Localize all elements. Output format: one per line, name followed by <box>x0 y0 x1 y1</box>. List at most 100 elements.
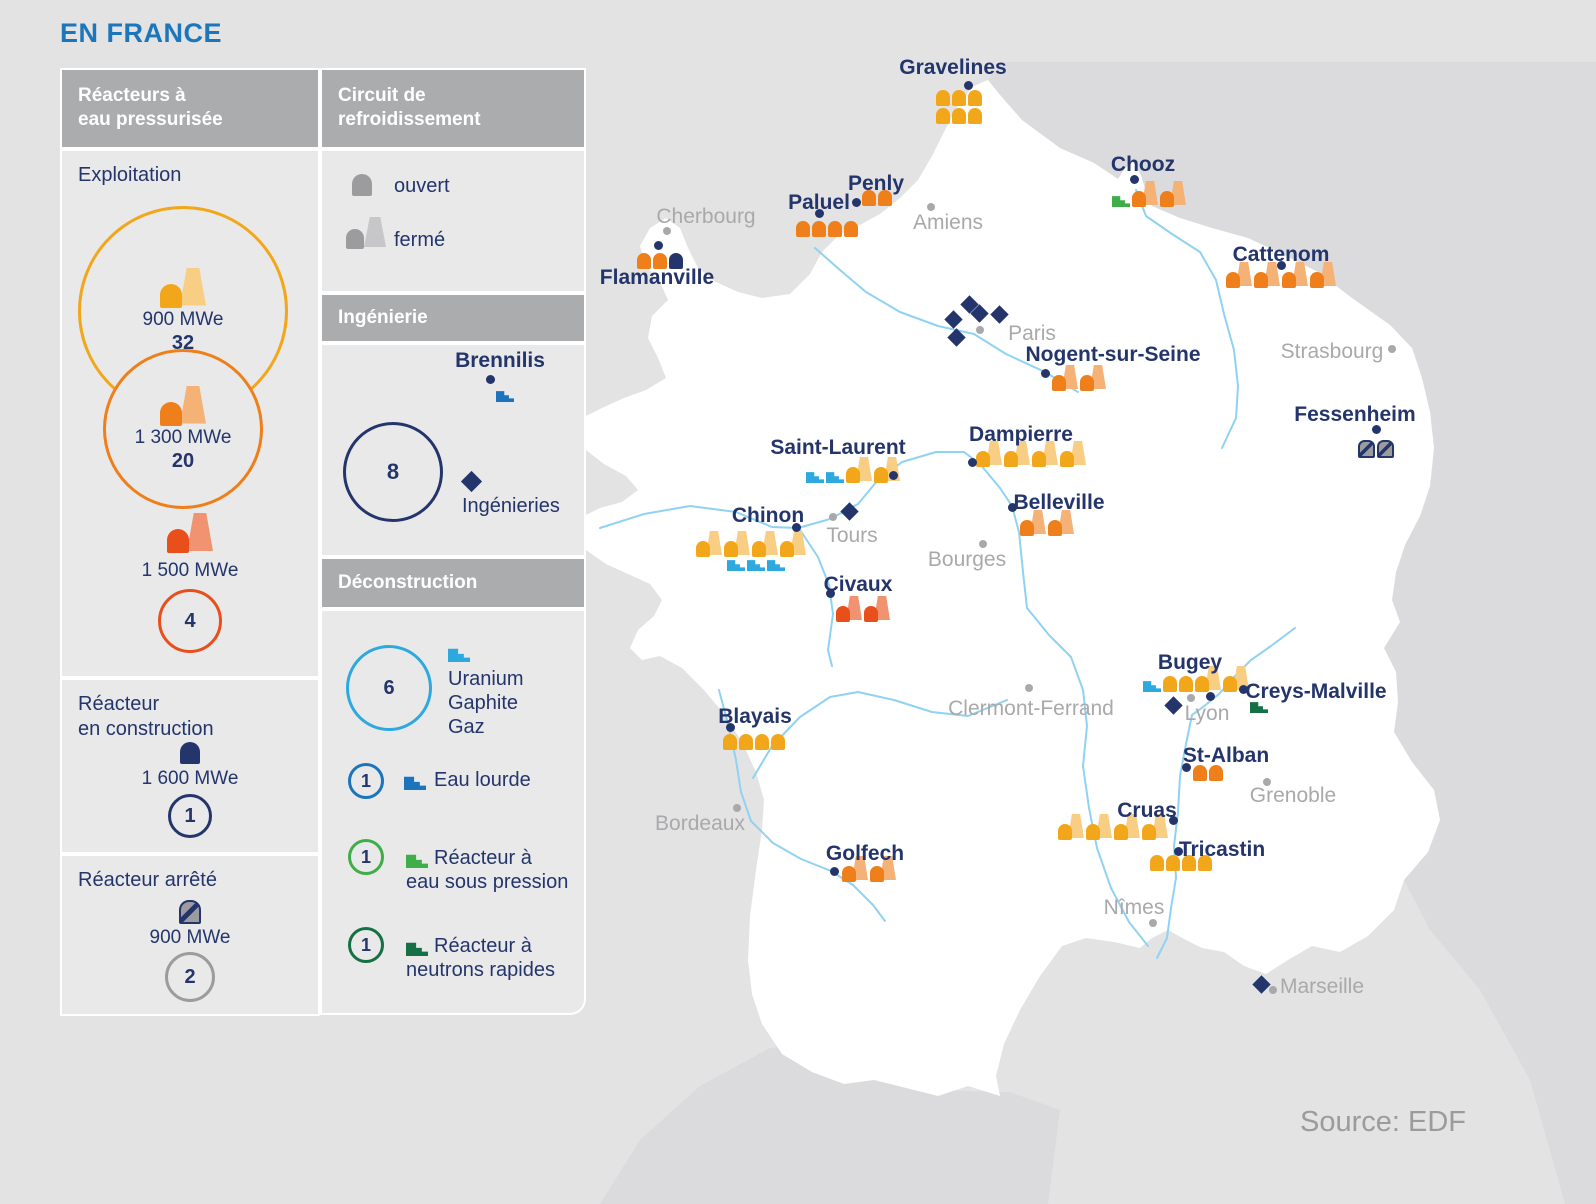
plant-dot-gravelines <box>964 81 973 90</box>
reactor-1300-icon <box>160 385 206 426</box>
plant-dot-bugey <box>1206 692 1215 701</box>
plant-dot-belleville <box>1008 503 1017 512</box>
legend-circle-1500mwe: 4 <box>158 589 222 653</box>
site-label-gravelines: Gravelines <box>899 56 1007 79</box>
legend-circle-1600mwe: 1 <box>168 794 212 838</box>
reactor-open-circuit-icon <box>1150 855 1164 871</box>
cooling-tower-icon <box>1070 441 1086 465</box>
reactor-closed-circuit-icon <box>1132 181 1158 207</box>
reactor-open-circuit-icon <box>1182 855 1196 871</box>
engineering-label: Ingénieries <box>462 495 560 517</box>
reactor-open-circuit-icon <box>1163 676 1177 692</box>
reactor-closed-circuit-icon <box>724 531 750 557</box>
site-label-chinon: Chinon <box>731 504 805 527</box>
reactor-dome-icon <box>160 283 182 308</box>
site-label-tricastin: Tricastin <box>1178 838 1266 861</box>
city-dot-n-mes <box>1149 919 1157 927</box>
reactor-dome-icon <box>870 866 884 882</box>
site-label-golfech: Golfech <box>825 842 905 865</box>
plant-dot-nogent-sur-seine <box>1041 369 1050 378</box>
city-label-amiens: Amiens <box>912 211 984 234</box>
plant-dot-blayais <box>726 723 735 732</box>
reactor-dome-icon <box>1020 520 1034 536</box>
reactor-closed-circuit-icon <box>1080 365 1106 391</box>
plant-dot-chinon <box>792 523 801 532</box>
legend-block-stopped: 900 MWe 2 <box>62 900 318 1002</box>
page-title: EN FRANCE <box>60 18 223 48</box>
cooling-tower-icon <box>1170 181 1186 205</box>
cooling-tower-icon <box>706 531 722 555</box>
site-icons-nogent-sur-seine <box>1052 365 1106 391</box>
deconstruction-step-icon <box>806 472 824 483</box>
reactor-closed-circuit-icon <box>842 856 868 882</box>
mwe-label-1600: 1 600 MWe <box>141 768 239 789</box>
stopped-reactor-icon <box>1377 440 1394 458</box>
reactor-open-circuit-icon <box>878 190 892 206</box>
reactor-open-circuit-icon <box>1166 855 1180 871</box>
site-icons-fessenheim <box>1358 440 1394 458</box>
site-label-st-alban: St-Alban <box>1182 744 1270 767</box>
reactor-open-circuit-icon <box>862 190 876 206</box>
reactor-open-circuit-icon <box>844 221 858 237</box>
site-label-chooz: Chooz <box>1110 153 1176 176</box>
reactor-dome-icon <box>864 606 878 622</box>
pressurized-water-label-line2: eau sous pression <box>406 871 569 893</box>
legend-block-1600mwe: 1 600 MWe 1 <box>62 742 318 838</box>
cooling-tower-icon <box>364 217 386 247</box>
ungg-label-line2: Gaphite <box>448 692 519 714</box>
legend-circle-stopped: 2 <box>165 952 215 1002</box>
mwe-label-1300: 1 300 MWe <box>134 426 232 448</box>
count-fast-neutron: 1 <box>360 934 371 955</box>
site-label-fessenheim: Fessenheim <box>1294 403 1416 426</box>
count-1300: 20 <box>171 449 195 472</box>
river-seine <box>814 247 1079 393</box>
plant-dot-cattenom <box>1277 261 1286 270</box>
plant-dot-penly <box>852 198 861 207</box>
reactor-dome-icon <box>1310 272 1324 288</box>
panel-header-deconstruction: Déconstruction <box>322 559 584 607</box>
engineering-diamond-icon-5 <box>840 502 859 521</box>
reactor-open-circuit-icon <box>936 90 950 106</box>
reactor-dome-icon <box>1032 451 1046 467</box>
site-label-saint-laurent: Saint-Laurent <box>770 436 906 459</box>
construction-title: Réacteur en construction <box>78 692 214 742</box>
reactor-open-circuit-icon <box>968 108 982 124</box>
cooling-tower-icon <box>1058 510 1074 534</box>
city-dot-bordeaux <box>733 804 741 812</box>
legend-circle-pressurized-water: 1 <box>348 839 384 875</box>
pressurized-water-label-line1: Réacteur à <box>434 847 532 869</box>
site-icons-chooz <box>1112 181 1186 207</box>
closed-circuit-label: fermé <box>394 229 446 251</box>
reactor-open-circuit-icon <box>936 108 950 124</box>
reactor-dome-icon <box>752 541 766 557</box>
reactor-open-circuit-icon <box>952 108 966 124</box>
city-dot-marseille <box>1269 986 1277 994</box>
site-label-cattenom: Cattenom <box>1232 243 1330 266</box>
count-heavy-water: 1 <box>360 770 371 791</box>
city-dot-amiens <box>927 203 935 211</box>
cooling-tower-icon <box>1292 262 1308 286</box>
cooling-tower-icon <box>874 596 890 620</box>
construction-title-line2: en construction <box>78 718 214 740</box>
city-dot-clermont-ferrand <box>1025 684 1033 692</box>
cooling-tower-icon <box>734 531 750 555</box>
reactor-dome-icon <box>724 541 738 557</box>
city-label-n-mes: Nîmes <box>1103 896 1165 919</box>
engineering-diamond-icon-2 <box>990 305 1009 324</box>
reactor-dome-icon <box>1142 824 1156 840</box>
heavy-water-label: Eau lourde <box>434 769 531 791</box>
reactor-1500-icon <box>167 513 213 553</box>
cooling-tower-icon <box>1090 365 1106 389</box>
legend-circle-ungg: 6 <box>346 645 432 731</box>
reactor-closed-circuit-icon <box>864 596 890 622</box>
reactor-open-circuit-icon <box>739 734 753 750</box>
reactor-closed-circuit-icon <box>1020 510 1046 536</box>
cooling-tower-icon <box>1320 262 1336 286</box>
city-label-bordeaux: Bordeaux <box>655 812 745 835</box>
mwe-label-1500: 1 500 MWe <box>141 560 239 581</box>
reactor-closed-circuit-icon <box>696 531 722 557</box>
reactor-dome-icon <box>1132 191 1146 207</box>
cooling-tower-icon <box>1236 262 1252 286</box>
cooling-tower-icon <box>762 531 778 555</box>
